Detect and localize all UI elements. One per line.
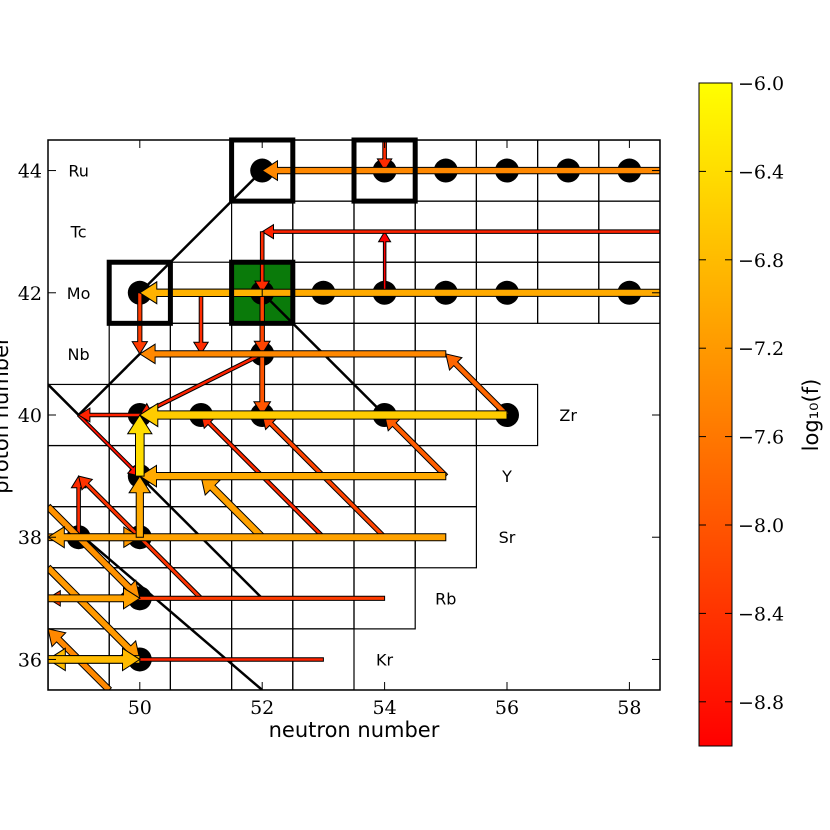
x-tick-label: 50 [128,697,152,719]
colorbar-tick-label: −8.0 [738,515,784,537]
y-tick-label: 44 [18,161,42,183]
flow-arrow [377,230,392,294]
flow-arrow [126,414,153,477]
y-axis-label: proton number [0,336,13,494]
element-label: Sr [499,528,516,547]
flow-arrow [48,525,447,549]
element-labels: Ru Tc Mo Nb Zr Y Sr Rb Kr [67,162,578,670]
element-label: Rb [435,589,456,608]
element-label: Y [501,467,512,486]
flow-arrow [48,586,141,610]
element-label: Kr [376,650,393,669]
connection-line [138,169,264,294]
element-label: Zr [559,406,577,425]
colorbar-label: log₁₀(f) [799,379,823,452]
y-tick-label: 40 [18,405,42,427]
flow-arrow [261,159,660,182]
flow-arrow [261,223,660,240]
flow-arrow [376,140,393,172]
flow-arrow [445,353,510,418]
flow-arrow [200,475,266,541]
element-label: Nb [68,345,90,364]
x-tick-label: 54 [373,697,397,719]
colorbar-tick-label: −7.6 [738,427,784,449]
colorbar-tick-label: −7.2 [738,338,784,360]
flow-arrow [138,402,508,428]
x-tick-label: 52 [250,697,274,719]
flow-arrow [138,280,263,305]
element-label: Mo [67,284,91,303]
element-label: Tc [70,223,87,242]
p-nucleus-frame [106,259,173,326]
flow-arrow [252,353,272,416]
y-tick-label: 36 [18,649,42,671]
x-axis-label: neutron number [269,718,440,742]
element-label: Ru [68,162,89,181]
p-nucleus-frame [229,259,296,326]
flow-arrow [138,343,447,365]
axis-ticks: 50 52 54 56 58 36 38 40 42 44 [18,140,660,719]
flow-arrow [138,464,447,488]
isotope-cell [48,567,49,630]
colorbar-tick-label: −6.0 [738,73,784,95]
colorbar-tick-label: −8.4 [738,603,784,625]
flow-arrow [192,292,210,355]
x-tick-label: 58 [617,697,641,719]
connection-line [77,353,141,416]
flow-arrow [128,475,152,538]
y-tick-label: 42 [18,283,42,305]
colorbar: −6.0 −6.4 −6.8 −7.2 −7.6 −8.0 −8.4 −8.8 [698,73,784,747]
flow-arrow [383,414,449,479]
colorbar-tick-label: −6.8 [738,250,784,272]
flow-arrows [48,140,660,690]
flow-arrow [48,647,141,672]
x-tick-label: 56 [495,697,519,719]
y-tick-label: 38 [18,527,42,549]
colorbar-tick-label: −6.4 [738,161,784,183]
colorbar-tick-label: −8.8 [738,692,784,714]
